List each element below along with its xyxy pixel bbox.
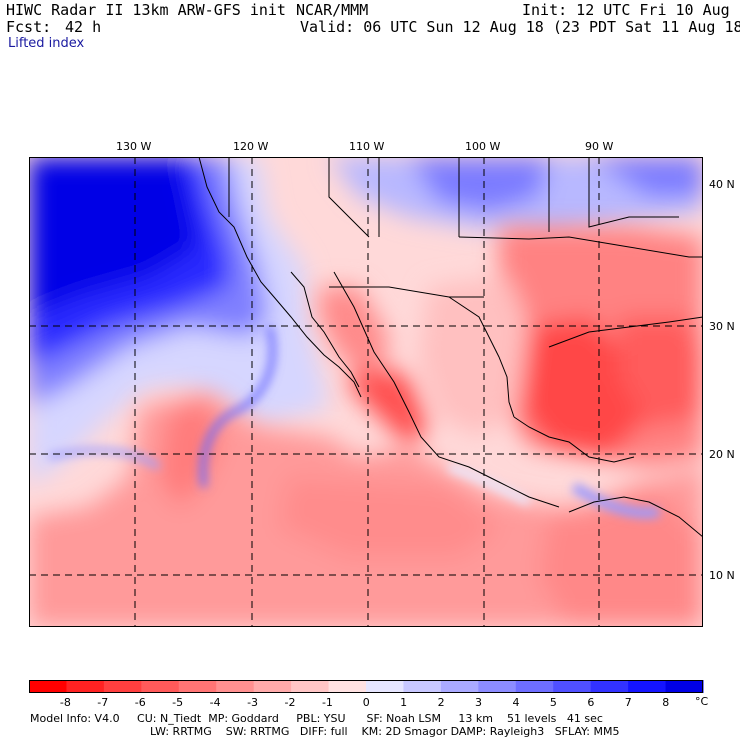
- field-name: Lifted index: [8, 36, 85, 51]
- colorbar-tick-label: 3: [475, 696, 483, 709]
- model-title: HIWC Radar II 13km ARW-GFS init: [6, 1, 286, 19]
- lat-label-40n: 40 N: [709, 178, 735, 191]
- colorbar-frame: [29, 680, 703, 693]
- colorbar-swatch: [366, 680, 404, 693]
- lat-label-30n: 30 N: [709, 320, 735, 333]
- colorbar-tick-label: -7: [97, 696, 109, 709]
- lifted-index-map: [29, 157, 703, 627]
- lon-label-100w: 100 W: [465, 140, 501, 153]
- colorbar-swatch: [66, 680, 105, 693]
- colorbar-tick-label: -8: [59, 696, 71, 709]
- colorbar-tick-label: 0: [362, 696, 370, 709]
- forecast-label: Fcst:: [6, 18, 52, 36]
- valid-time: Valid: 06 UTC Sun 12 Aug 18 (23 PDT Sat …: [300, 18, 740, 36]
- colorbar-swatch: [216, 680, 255, 693]
- model-info-line-2: LW: RRTMG SW: RRTMG DIFF: full KM: 2D Sm…: [150, 725, 620, 738]
- colorbar-swatch: [590, 680, 629, 693]
- lat-label-20n: 20 N: [709, 448, 735, 461]
- lon-label-130w: 130 W: [116, 140, 152, 153]
- map-frame: [29, 157, 703, 627]
- colorbar-swatch: [253, 680, 292, 693]
- colorbar-tick-label: -3: [247, 696, 259, 709]
- colorbar-swatch: [328, 680, 367, 693]
- lon-label-90w: 90 W: [585, 140, 614, 153]
- colorbar-swatch: [628, 680, 667, 693]
- organization-label: NCAR/MMM: [296, 1, 369, 19]
- lon-label-110w: 110 W: [349, 140, 385, 153]
- colorbar-tick-label: -1: [321, 696, 333, 709]
- colorbar: [29, 680, 704, 693]
- colorbar-swatch: [291, 680, 330, 693]
- colorbar-unit: °C: [695, 695, 709, 708]
- colorbar-tick-label: -5: [172, 696, 184, 709]
- colorbar-swatch: [29, 680, 67, 693]
- colorbar-swatch: [178, 680, 217, 693]
- colorbar-tick-label: 5: [549, 696, 557, 709]
- colorbar-tick-label: 8: [662, 696, 670, 709]
- colorbar-tick-label: -6: [134, 696, 146, 709]
- latlon-grid: [29, 157, 703, 627]
- colorbar-swatch: [141, 680, 180, 693]
- colorbar-tick-label: -2: [284, 696, 296, 709]
- model-info-line-1: Model Info: V4.0 CU: N_Tiedt MP: Goddard…: [30, 712, 603, 725]
- colorbar-tick-label: -4: [209, 696, 221, 709]
- colorbar-swatch: [515, 680, 554, 693]
- colorbar-swatch: [440, 680, 479, 693]
- colorbar-tick-label: 7: [624, 696, 632, 709]
- colorbar-swatch: [103, 680, 142, 693]
- forecast-hour: 42 h: [65, 18, 102, 36]
- lifted-index-field: [29, 157, 703, 627]
- colorbar-swatch: [478, 680, 517, 693]
- init-time: Init: 12 UTC Fri 10 Aug 18: [522, 1, 740, 19]
- colorbar-tick-label: 2: [437, 696, 445, 709]
- colorbar-swatch: [403, 680, 442, 693]
- colorbar-tick-label: 4: [512, 696, 520, 709]
- colorbar-tick-label: 6: [587, 696, 595, 709]
- colorbar-swatch: [665, 680, 704, 693]
- lon-label-120w: 120 W: [233, 140, 269, 153]
- colorbar-tick-label: 1: [400, 696, 408, 709]
- colorbar-swatch: [553, 680, 592, 693]
- lat-label-10n: 10 N: [709, 569, 735, 582]
